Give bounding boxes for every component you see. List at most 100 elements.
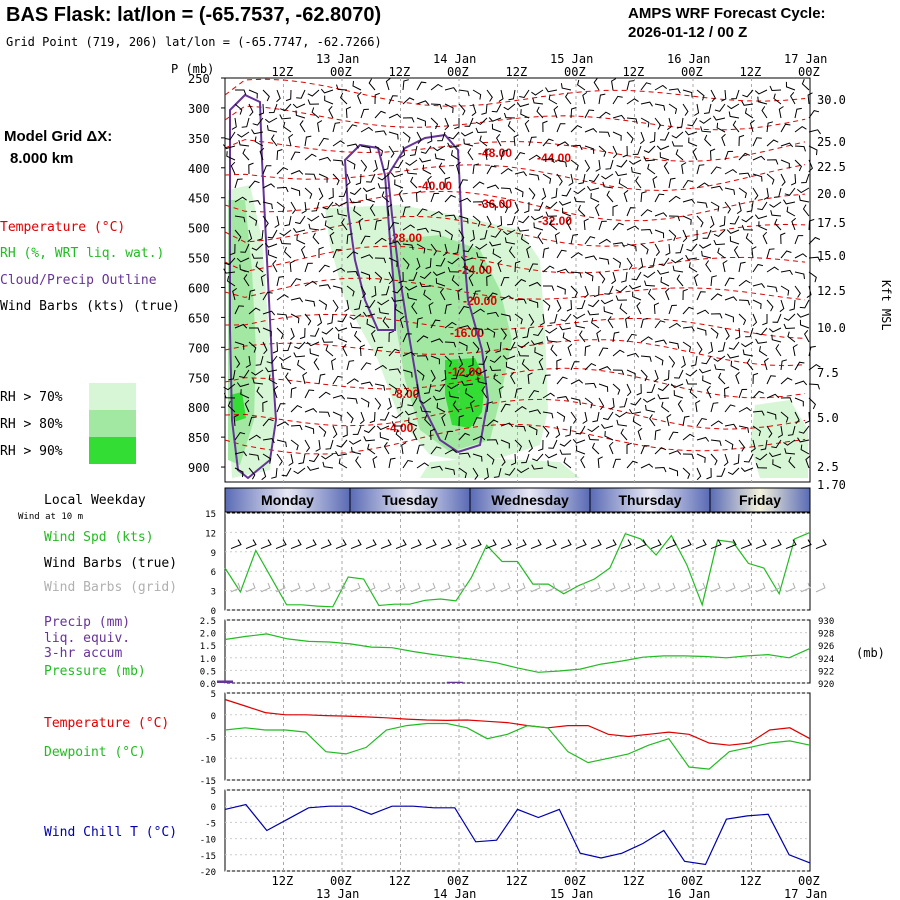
wind-barb: [248, 341, 257, 353]
wind-barb: [665, 287, 670, 301]
wind-barb: [668, 355, 676, 368]
wind-barb: [500, 422, 514, 428]
wind-barb: [464, 388, 474, 399]
wind-barb: [527, 372, 533, 385]
wind-barb: [373, 159, 378, 173]
wind-barb: [731, 89, 740, 100]
wind-barb: [653, 302, 660, 315]
wind-barb: [321, 453, 334, 460]
top-date-label: 14 Jan: [433, 52, 476, 66]
wind-barb: [444, 355, 453, 368]
wind-barb: [640, 191, 647, 203]
wind-barb: [262, 310, 276, 316]
wind-barb: [723, 453, 729, 467]
wind-barb: [622, 145, 628, 158]
wind-barb: [560, 313, 572, 322]
wind-barb: [570, 159, 579, 171]
wind-barb-grid: [530, 582, 541, 593]
wind-barb: [773, 187, 782, 198]
wind-barb: [450, 150, 460, 161]
wind-barb: [368, 78, 376, 91]
wind-barb: [471, 103, 477, 117]
bottom-hour-label: 12Z: [623, 874, 645, 888]
wind-barb: [234, 229, 242, 242]
wind-barb: [516, 467, 530, 474]
wind-barb: [671, 131, 684, 139]
wind-barb: [416, 100, 430, 106]
wind-barb: [304, 173, 317, 179]
wind-barb: [706, 467, 712, 480]
wind-barb: [455, 161, 461, 175]
wind-barb-true: [275, 539, 287, 550]
wind-barb: [682, 215, 692, 225]
wind-barb-true: [500, 539, 512, 550]
wind-barb: [276, 421, 290, 427]
bottom-date-label: 13 Jan: [316, 887, 359, 900]
wind-barb: [626, 243, 637, 252]
wind-barb: [264, 117, 278, 124]
wind-barb: [402, 243, 414, 251]
wind-barb: [752, 263, 764, 273]
wind-barb: [721, 89, 727, 102]
y-tick-label: -15: [200, 777, 216, 787]
wind-barb: [640, 228, 653, 235]
wind-barb: [675, 149, 684, 161]
wind-barb: [663, 369, 670, 382]
wind-barb: [268, 103, 278, 114]
wind-barb: [668, 195, 681, 203]
wind-barb: [630, 397, 642, 406]
wind-barb: [430, 103, 443, 110]
wind-barb: [430, 210, 444, 217]
wind-barb: [588, 299, 600, 308]
wind-barb: [696, 436, 710, 442]
wind-barb: [290, 151, 301, 161]
wind-barb: [542, 425, 550, 438]
wind-barb: [746, 201, 754, 213]
wind-barb: [388, 383, 398, 395]
wind-barb: [783, 313, 796, 321]
wind-barb: [472, 453, 483, 462]
wind-barb: [586, 186, 600, 191]
wind-barb: [798, 425, 810, 434]
wind-barb-grid: [665, 582, 676, 593]
weekday-label: Wednesday: [491, 492, 569, 508]
wind-barb: [256, 386, 264, 399]
wind-barb: [648, 257, 656, 269]
legend-rh90-label: RH > 90%: [0, 444, 63, 459]
wind-barb: [570, 379, 584, 385]
wind-barb: [276, 403, 286, 413]
wind-barb: [639, 131, 645, 145]
wind-barb: [402, 351, 416, 357]
wind-barb-true: [365, 539, 377, 550]
wind-barb: [780, 173, 786, 187]
wind-barb: [248, 453, 260, 461]
wind-barb: [351, 446, 362, 455]
wind-barb: [442, 243, 448, 257]
wind-barb: [570, 252, 583, 259]
wind-barb: [584, 382, 597, 389]
wind-barb: [435, 278, 446, 287]
pressure-tick-label: 750: [188, 371, 210, 385]
wind-barb: [262, 183, 276, 189]
wind-barb: [332, 299, 339, 312]
wind-barb: [665, 243, 671, 256]
wind-barb: [404, 285, 418, 291]
wind-barb: [262, 291, 273, 301]
wind-barb: [279, 238, 292, 245]
wind-barb: [276, 439, 287, 448]
wind-barb: [444, 467, 456, 475]
temperature-contour: [224, 190, 806, 222]
wind-barb: [637, 427, 643, 441]
wind-barb: [266, 355, 278, 364]
wind-barb: [528, 299, 539, 308]
wind-barb: [752, 313, 758, 327]
wind-barb-true: [410, 539, 422, 550]
wind-barb: [789, 299, 796, 311]
wind-barb: [331, 358, 337, 371]
wind-barb: [612, 383, 621, 395]
wind-barb: [714, 103, 726, 112]
wind-barb: [640, 463, 654, 469]
pressure-tick-label: 850: [188, 431, 210, 445]
bottom-date-label: 17 Jan: [784, 887, 827, 900]
wind-barb: [404, 410, 418, 416]
